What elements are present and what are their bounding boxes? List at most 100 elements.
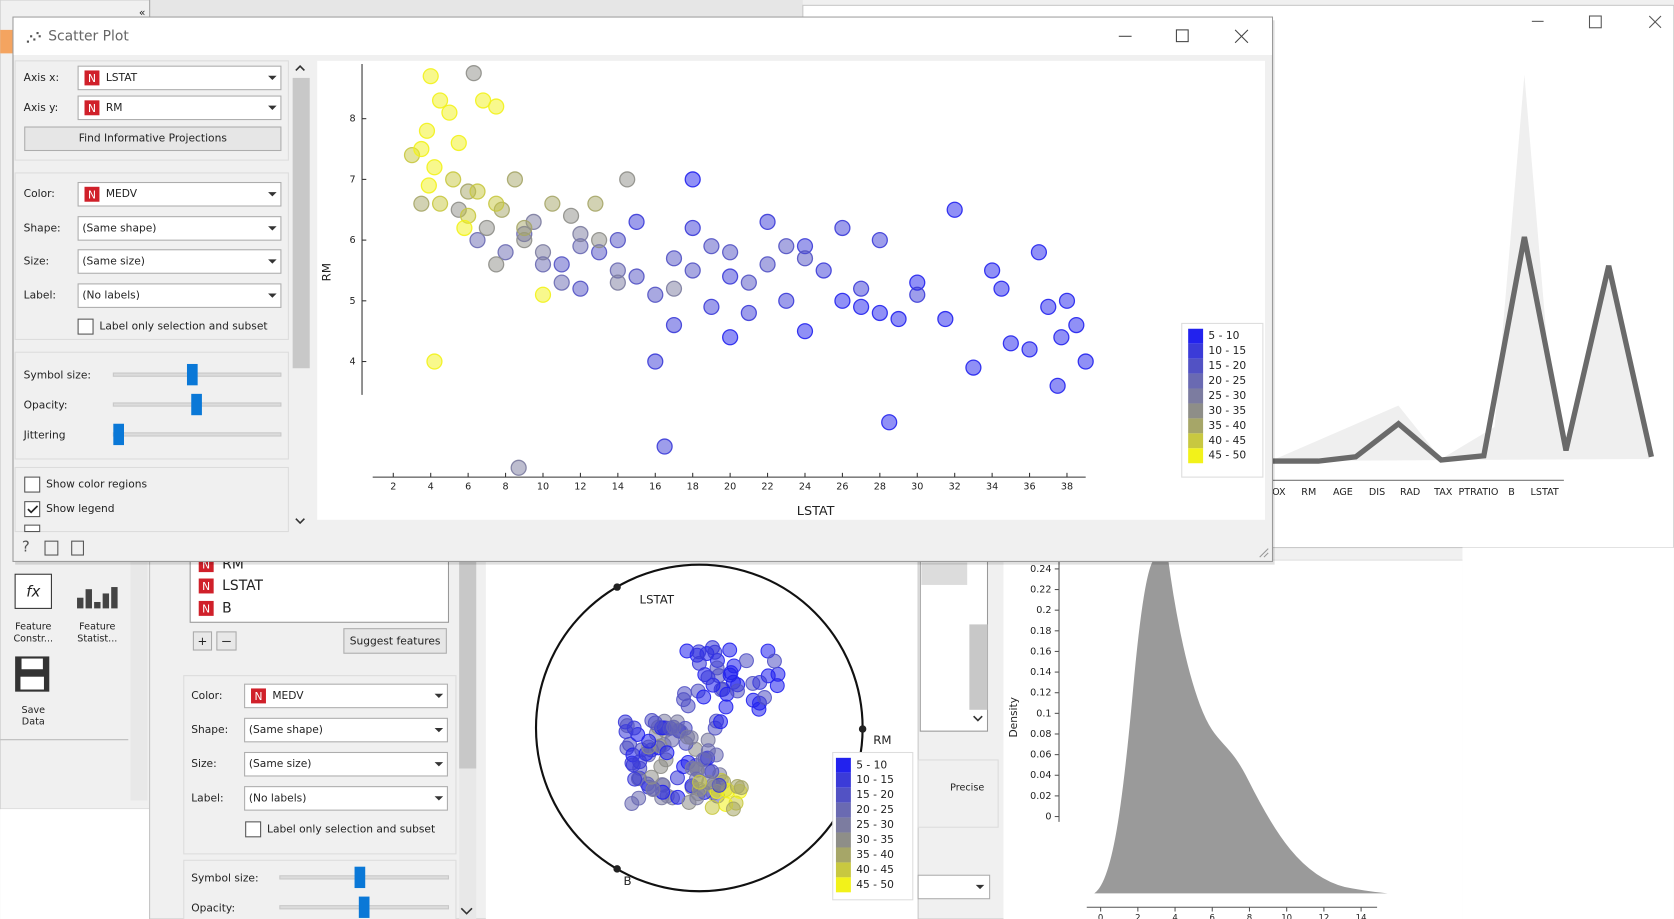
legend-label: 10 - 15 (856, 773, 894, 786)
button-label: Suggest features (350, 634, 441, 647)
radviz-point (766, 653, 782, 669)
panel-scroll-thumb[interactable] (292, 77, 310, 369)
x-tick-label: 16 (649, 482, 661, 493)
y-tick-label: 0 (1045, 812, 1051, 823)
scatter-point (426, 353, 443, 370)
legend-label: 20 - 25 (856, 803, 894, 816)
x-tick-label: 22 (761, 482, 773, 493)
combo-arrow (268, 192, 277, 197)
scrollbar-thumb[interactable] (459, 560, 477, 769)
radviz-point (689, 790, 705, 806)
scatter-point (815, 262, 832, 279)
scatter-point (418, 122, 436, 139)
x-tick-label: 26 (836, 482, 848, 493)
add-btn-label: + (198, 634, 208, 648)
scatter-point (722, 244, 739, 261)
app-icon-dot (30, 35, 33, 38)
radviz-point (627, 771, 643, 787)
scatter-point (450, 134, 467, 152)
maximize-btn[interactable] (1588, 15, 1602, 29)
report-icon[interactable] (71, 540, 84, 556)
x-tick-label: 4 (428, 482, 434, 493)
combo-box[interactable] (77, 95, 282, 121)
save-report-icon[interactable] (44, 540, 59, 556)
widget-label: Statist... (77, 633, 117, 644)
x-tick-label: 36 (1023, 482, 1035, 493)
combo-box[interactable] (77, 249, 282, 274)
combo-arrow (268, 75, 277, 81)
scatter-point (1002, 335, 1019, 352)
checkbox-label: Label only selection and subset (99, 320, 267, 333)
feature-constructor-icon[interactable] (14, 573, 52, 609)
scroll-up (295, 65, 305, 72)
save-icon-label (20, 676, 44, 690)
combo-box[interactable] (917, 874, 991, 900)
radviz-anchor (613, 583, 621, 591)
combo-box[interactable] (244, 683, 448, 709)
suggest-button[interactable] (343, 628, 447, 654)
slider-handle[interactable] (354, 866, 366, 889)
help-icon: ? (22, 538, 30, 556)
white-corner (1462, 547, 1674, 919)
checkbox-label: Label only selection and subset (267, 822, 435, 835)
maximize-btn[interactable] (1175, 29, 1189, 43)
combo-box[interactable] (244, 786, 448, 811)
legend-swatch (835, 772, 851, 788)
legend-label: 45 - 50 (1208, 449, 1246, 462)
x-tick-label: 8 (1247, 913, 1252, 919)
slider-handle[interactable] (358, 896, 370, 918)
save-icon-slot (21, 658, 43, 670)
add-btn[interactable] (192, 631, 213, 651)
combo-value: (Same size) (249, 757, 312, 770)
n-letter: N (254, 690, 262, 703)
features-listbox (189, 554, 450, 623)
y-axis-label: RM (319, 263, 333, 281)
scatter-point (1077, 353, 1094, 370)
n-letter: N (88, 72, 96, 85)
y-tick-label: 0.18 (1030, 626, 1051, 637)
combo-box[interactable] (77, 283, 282, 308)
slider-handle[interactable] (113, 423, 125, 446)
checkbox[interactable] (24, 501, 41, 518)
scatter-point (609, 231, 626, 249)
radviz-point (704, 799, 720, 815)
scatter-point (778, 292, 795, 309)
legend-label: 35 - 40 (856, 848, 894, 861)
checkbox[interactable] (24, 476, 41, 493)
radviz-point (769, 678, 785, 694)
checkbox[interactable] (245, 821, 262, 838)
combo-value: LSTAT (106, 71, 138, 84)
plot-area (317, 60, 1266, 520)
scatter-point (619, 171, 636, 188)
scatter-point (474, 92, 492, 109)
find-projections-button[interactable] (24, 126, 282, 152)
y-tick-label: 0.08 (1030, 729, 1051, 740)
scatter-point (1021, 341, 1038, 358)
combo-box[interactable] (77, 181, 282, 207)
scatter-point (488, 195, 505, 212)
legend-swatch (1188, 328, 1204, 344)
scatter-point (684, 219, 701, 237)
combo-box[interactable] (244, 751, 448, 777)
combo-box[interactable] (77, 65, 282, 91)
slider-handle[interactable] (186, 363, 198, 386)
slider-handle[interactable] (191, 393, 202, 416)
combo-box[interactable] (244, 717, 448, 743)
scatter-point (544, 195, 561, 212)
legend-label: 20 - 25 (1208, 374, 1246, 387)
scatter-point (684, 171, 701, 188)
control-label: Label: (24, 289, 56, 302)
legend-swatch (835, 877, 851, 893)
x-tick-label: 38 (1061, 482, 1073, 493)
y-tick-label: 0.1 (1036, 708, 1051, 719)
combo-box[interactable] (77, 216, 282, 241)
legend-swatch (835, 817, 851, 833)
scatter-point (853, 298, 870, 316)
list-scroll-thumb[interactable] (969, 624, 988, 710)
stat-icon-bar (111, 587, 118, 609)
x-axis-label: LSTAT (797, 504, 835, 519)
checkbox[interactable] (77, 318, 94, 335)
combo-arrow (434, 796, 444, 801)
density-curve (1088, 556, 1410, 896)
combo-arrow (434, 762, 444, 767)
